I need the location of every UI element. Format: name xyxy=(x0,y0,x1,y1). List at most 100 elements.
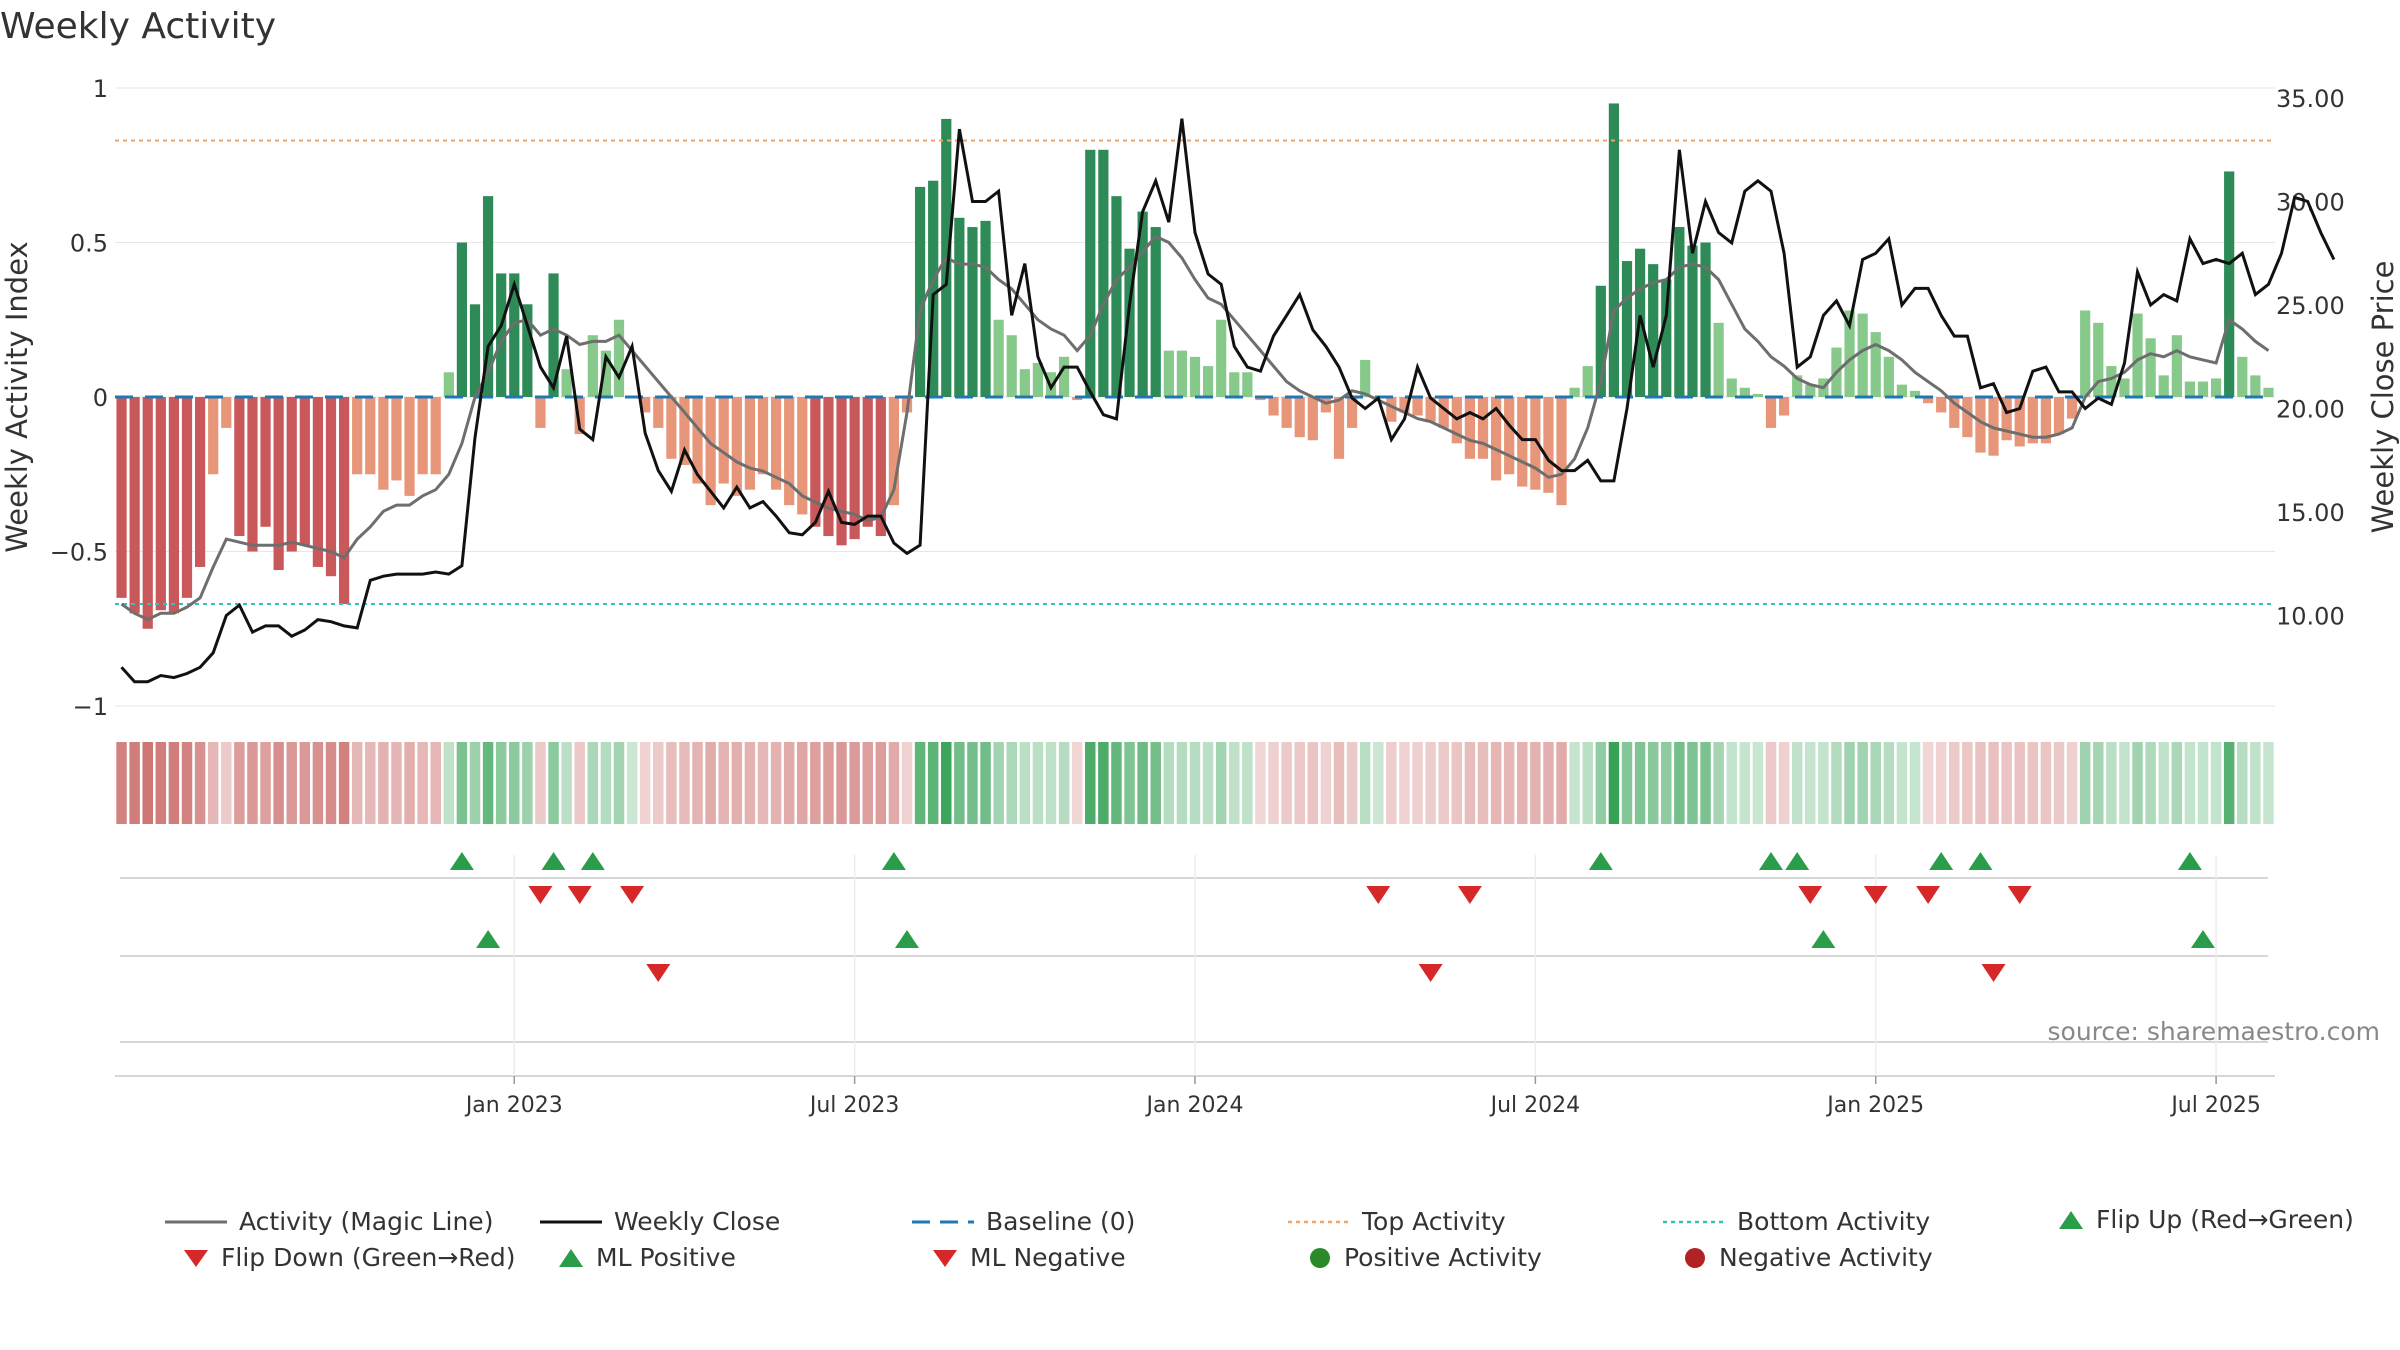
activity-strip-cell xyxy=(2145,742,2156,824)
y2-axis-label: Weekly Close Price xyxy=(2366,261,2400,534)
activity-strip-cell xyxy=(901,742,913,824)
y2-tick-label: 10.00 xyxy=(2276,603,2345,631)
activity-bar xyxy=(1058,356,1070,397)
ml-positive-marker xyxy=(895,930,919,948)
activity-bar xyxy=(1137,211,1148,397)
activity-strip-cell xyxy=(1346,742,1358,824)
activity-bar xyxy=(548,273,559,397)
activity-bar xyxy=(1949,397,1960,428)
activity-bar xyxy=(1360,359,1371,397)
activity-strip-cell xyxy=(967,742,978,824)
activity-bar xyxy=(194,397,206,567)
activity-strip-cell xyxy=(1255,742,1266,824)
activity-strip-cell xyxy=(2053,742,2065,824)
activity-bar xyxy=(770,397,782,490)
activity-bar xyxy=(522,304,533,397)
activity-bar xyxy=(1962,397,1973,438)
flip-down-marker xyxy=(567,886,592,904)
activity-strip-cell xyxy=(1805,742,1816,824)
activity-bar xyxy=(849,397,860,540)
activity-strip-cell xyxy=(613,742,625,824)
activity-strip-cell xyxy=(1909,742,1921,824)
activity-strip-cell xyxy=(2250,742,2261,824)
activity-strip-cell xyxy=(365,742,376,824)
activity-bar xyxy=(653,397,664,428)
activity-strip-cell xyxy=(1412,742,1423,824)
activity-strip-cell xyxy=(194,742,206,824)
activity-bar xyxy=(810,397,821,527)
activity-bar xyxy=(2210,378,2222,397)
activity-strip-cell xyxy=(1019,742,1031,824)
activity-bar xyxy=(980,220,991,397)
activity-strip-cell xyxy=(378,742,389,824)
magic-line xyxy=(120,234,2270,622)
activity-bar xyxy=(391,397,402,481)
activity-strip-cell xyxy=(2106,742,2117,824)
activity-strip-cell xyxy=(1281,742,1292,824)
activity-strip-cell xyxy=(862,742,873,824)
activity-strip-cell xyxy=(1831,742,1842,824)
activity-bar xyxy=(221,397,232,428)
flip-down-marker xyxy=(1863,886,1888,904)
activity-bar xyxy=(967,227,978,397)
activity-bar xyxy=(1490,397,1502,481)
flip-up-marker xyxy=(1759,852,1783,870)
activity-strip-cell xyxy=(548,742,559,824)
activity-bar xyxy=(1674,227,1685,397)
legend-ml-neg-label: ML Negative xyxy=(970,1243,1126,1272)
ml-positive-marker xyxy=(1811,930,1836,948)
activity-bar xyxy=(731,397,742,496)
activity-bar xyxy=(1072,397,1083,401)
activity-bar xyxy=(993,319,1004,397)
activity-bar xyxy=(2132,313,2143,397)
activity-strip-cell xyxy=(338,742,350,824)
activity-bar xyxy=(587,335,598,397)
activity-bar xyxy=(325,397,337,577)
activity-bar xyxy=(2106,366,2117,397)
activity-strip-cell xyxy=(875,742,887,824)
activity-bar xyxy=(129,397,140,614)
activity-strip-cell xyxy=(1163,742,1175,824)
activity-bar xyxy=(1857,313,1868,397)
activity-strip-cell xyxy=(1922,742,1934,824)
activity-bar xyxy=(888,397,900,506)
activity-bar xyxy=(142,397,153,629)
activity-bar xyxy=(1150,227,1161,397)
legend-magic-label: Activity (Magic Line) xyxy=(239,1207,494,1236)
activity-strip-cell xyxy=(744,742,756,824)
activity-bar xyxy=(417,397,428,475)
activity-bar xyxy=(456,242,468,397)
activity-bar xyxy=(430,397,441,475)
activity-bar xyxy=(914,186,926,397)
legend-pos-act-label: Positive Activity xyxy=(1344,1243,1542,1272)
activity-strip-cell xyxy=(2197,742,2209,824)
activity-strip-cell xyxy=(207,742,219,824)
activity-bar xyxy=(365,397,376,475)
y-tick-label: −1 xyxy=(73,693,108,721)
activity-strip-cell xyxy=(1202,742,1214,824)
legend-positive-activity: Positive Activity xyxy=(1308,1243,1542,1272)
activity-bar xyxy=(1111,196,1122,397)
activity-strip-cell xyxy=(1150,742,1161,824)
flip-up-marker xyxy=(580,852,605,870)
activity-strip-cell xyxy=(482,742,494,824)
activity-bar xyxy=(666,397,677,459)
legend-flip-down: Flip Down (Green→Red) xyxy=(183,1243,516,1272)
activity-bar xyxy=(744,397,756,490)
legend-top-activity: Top Activity xyxy=(1288,1207,1506,1236)
activity-strip-cell xyxy=(495,742,507,824)
activity-strip-cell xyxy=(2171,742,2183,824)
activity-strip-cell xyxy=(888,742,900,824)
activity-bar xyxy=(574,397,585,435)
activity-bar xyxy=(1163,350,1174,397)
activity-bar xyxy=(1726,378,1737,397)
activity-strip-cell xyxy=(469,742,481,824)
activity-strip-cell xyxy=(430,742,441,824)
activity-strip-cell xyxy=(1425,742,1436,824)
activity-bar xyxy=(208,397,219,475)
activity-bar xyxy=(1595,285,1606,397)
activity-strip-cell xyxy=(2132,742,2143,824)
y-tick-label: −0.5 xyxy=(50,539,108,567)
x-tick-label: Jan 2024 xyxy=(1145,1093,1244,1118)
legend-ml-pos-label: ML Positive xyxy=(596,1243,736,1272)
